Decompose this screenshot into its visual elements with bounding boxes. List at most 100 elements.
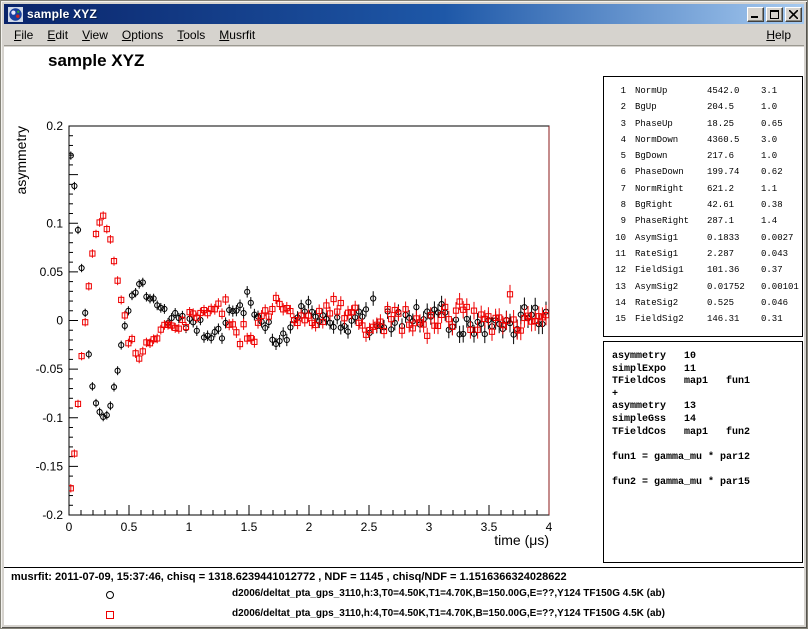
param-idx: 1 [612, 83, 626, 99]
param-idx: 3 [612, 116, 626, 132]
param-row: 12FieldSig1101.360.37 [612, 262, 802, 278]
param-name: PhaseRight [635, 213, 707, 229]
param-name: PhaseUp [635, 116, 707, 132]
param-err: 0.0027 [761, 230, 793, 246]
titlebar[interactable]: sample XYZ [4, 4, 804, 24]
param-val: 101.36 [707, 262, 761, 278]
param-name: NormRight [635, 181, 707, 197]
param-row: 1 NormUp4542.03.1 [612, 83, 802, 99]
x-tick-label: 0.5 [121, 520, 138, 534]
legend-marker-square [106, 611, 114, 619]
theory-line: fun2 = gamma_mu * par15 [612, 477, 802, 490]
param-err: 0.043 [761, 246, 788, 262]
theory-line: asymmetry 13 [612, 401, 802, 414]
param-err: 3.1 [761, 83, 777, 99]
param-idx: 15 [612, 311, 626, 327]
parameter-table: 1NormUp4542.03.12BgUp204.51.03PhaseUp18.… [612, 83, 802, 327]
param-err: 1.1 [761, 181, 777, 197]
param-val: 199.74 [707, 164, 761, 180]
param-err: 1.0 [761, 148, 777, 164]
x-tick-label: 3 [426, 520, 433, 534]
app-window: sample XYZ FileEditViewOptionsToolsMusrf… [0, 0, 808, 629]
menu-file[interactable]: File [7, 25, 40, 45]
menu-options[interactable]: Options [115, 25, 170, 45]
legend-marker-circle [106, 591, 114, 599]
window-title: sample XYZ [27, 7, 745, 21]
param-idx: 13 [612, 279, 626, 295]
legend-label: d2006/deltat_pta_gps_3110,h:4,T0=4.50K,T… [232, 608, 665, 619]
menu-edit[interactable]: Edit [40, 25, 75, 45]
maximize-icon [770, 10, 779, 19]
param-val: 2.287 [707, 246, 761, 262]
param-row: 3PhaseUp18.250.65 [612, 116, 802, 132]
param-name: AsymSig2 [635, 279, 707, 295]
x-tick-label: 2 [306, 520, 313, 534]
param-err: 0.31 [761, 311, 783, 327]
minimize-button[interactable] [747, 7, 764, 22]
app-icon[interactable] [8, 7, 23, 22]
param-idx: 4 [612, 132, 626, 148]
param-err: 1.4 [761, 213, 777, 229]
theory-lines: asymmetry 10simplExpo 11TFieldCos map1 f… [612, 351, 802, 490]
param-idx: 5 [612, 148, 626, 164]
param-idx: 10 [612, 230, 626, 246]
y-tick-label: 0.2 [46, 119, 63, 133]
param-row: 7NormRight621.21.1 [612, 181, 802, 197]
param-row: 6PhaseDown199.740.62 [612, 164, 802, 180]
legend-item: d2006/deltat_pta_gps_3110,h:4,T0=4.50K,T… [4, 605, 804, 625]
fit-status: musrfit: 2011-07-09, 15:37:46, chisq = 1… [11, 571, 567, 583]
param-val: 0.1833 [707, 230, 761, 246]
param-idx: 12 [612, 262, 626, 278]
y-tick-label: 0.05 [40, 265, 64, 279]
root-canvas[interactable]: sample XYZ 00.511.522.533.540.20.10.050-… [4, 47, 804, 625]
param-row: 15 FieldSig2146.310.31 [612, 311, 802, 327]
param-err: 0.00101 [761, 279, 799, 295]
param-name: FieldSig2 [635, 311, 707, 327]
param-err: 3.0 [761, 132, 777, 148]
param-err: 0.38 [761, 197, 783, 213]
param-name: BgRight [635, 197, 707, 213]
param-idx: 14 [612, 295, 626, 311]
y-tick-label: -0.1 [42, 411, 63, 425]
param-idx: 8 [612, 197, 626, 213]
param-val: 18.25 [707, 116, 761, 132]
parameter-pane: 1NormUp4542.03.12BgUp204.51.03PhaseUp18.… [603, 76, 803, 337]
param-name: NormDown [635, 132, 707, 148]
param-idx: 2 [612, 99, 626, 115]
param-name: NormUp [635, 83, 707, 99]
param-val: 287.1 [707, 213, 761, 229]
param-name: BgDown [635, 148, 707, 164]
theory-line: fun1 = gamma_mu * par12 [612, 452, 802, 465]
series-circle [68, 151, 548, 421]
x-tick-label: 1 [186, 520, 193, 534]
menu-musrfit[interactable]: Musrfit [212, 25, 262, 45]
param-err: 1.0 [761, 99, 777, 115]
param-row: 4 NormDown4360.53.0 [612, 132, 802, 148]
param-idx: 11 [612, 246, 626, 262]
param-name: BgUp [635, 99, 707, 115]
asymmetry-plot[interactable]: 00.511.522.533.540.20.10.050-0.05-0.1-0.… [4, 47, 604, 567]
param-name: AsymSig1 [635, 230, 707, 246]
param-val: 4542.0 [707, 83, 761, 99]
param-row: 9PhaseRight287.11.4 [612, 213, 802, 229]
menu-help[interactable]: Help [759, 25, 798, 45]
theory-line: asymmetry 10 [612, 351, 802, 364]
close-button[interactable] [785, 7, 802, 22]
param-row: 13AsymSig20.017520.00101 [612, 279, 802, 295]
param-row: 11RateSig12.2870.043 [612, 246, 802, 262]
menu-tools[interactable]: Tools [170, 25, 212, 45]
menubar: FileEditViewOptionsToolsMusrfit Help [4, 24, 804, 46]
maximize-button[interactable] [766, 7, 783, 22]
legend: d2006/deltat_pta_gps_3110,h:3,T0=4.50K,T… [4, 585, 804, 625]
x-tick-label: 2.5 [361, 520, 378, 534]
y-tick-label: -0.2 [42, 508, 63, 522]
param-idx: 6 [612, 164, 626, 180]
param-val: 146.31 [707, 311, 761, 327]
param-row: 5BgDown217.61.0 [612, 148, 802, 164]
minimize-icon [751, 10, 760, 19]
param-val: 621.2 [707, 181, 761, 197]
param-val: 4360.5 [707, 132, 761, 148]
menu-view[interactable]: View [75, 25, 115, 45]
legend-label: d2006/deltat_pta_gps_3110,h:3,T0=4.50K,T… [232, 588, 665, 599]
y-axis-title: asymmetry [13, 126, 29, 194]
